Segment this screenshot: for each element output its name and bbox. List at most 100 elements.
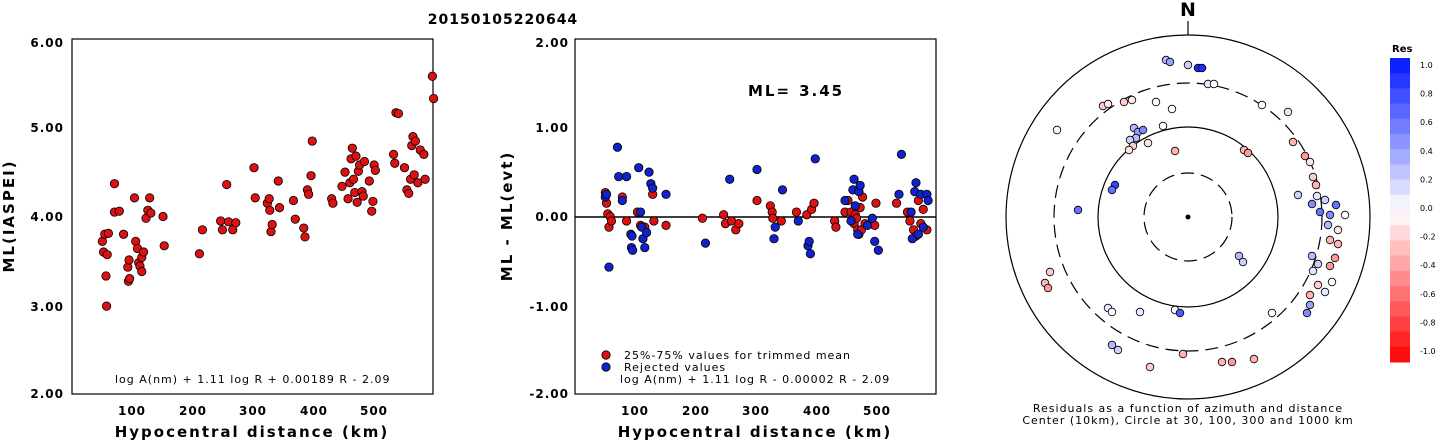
data-point-red	[358, 191, 368, 201]
data-point-red	[265, 205, 275, 215]
data-point-red	[290, 214, 300, 224]
station-marker	[1305, 157, 1315, 167]
station-marker	[1331, 200, 1341, 210]
data-point-blue	[769, 234, 779, 244]
station-marker	[1178, 349, 1188, 359]
colorbar-title: Res	[1392, 44, 1412, 55]
colorbar-swatch	[1390, 270, 1410, 287]
colorbar-tick-labels: 1.0 0.8 0.6 0.4 0.2 0.0 -0.2 -0.4 -0.6 -0.8 -1.0	[1420, 61, 1436, 356]
data-point-blue	[896, 149, 907, 159]
data-point-blue	[628, 245, 638, 255]
data-point-red	[306, 171, 316, 181]
data-point-red	[124, 255, 134, 265]
north-label: N	[1180, 0, 1196, 21]
station-marker	[1308, 266, 1318, 276]
y-tick-label: 1.00	[535, 121, 569, 135]
data-point-red	[307, 136, 317, 146]
station-marker	[1113, 345, 1123, 355]
y-axis-label-2: ML - ML(evt)	[498, 151, 516, 281]
x-tick-label: 500	[863, 404, 891, 418]
station-marker	[1320, 287, 1330, 297]
data-point-red	[343, 194, 353, 204]
legend-label-blue: Rejected values	[624, 361, 726, 374]
station-marker	[1308, 172, 1318, 182]
data-point-blue	[849, 174, 859, 184]
colorbar-swatches	[1390, 58, 1410, 363]
y-tick-label: 2.00	[30, 387, 64, 401]
data-point-blue	[923, 195, 933, 206]
data-point-red	[114, 206, 124, 216]
station-marker	[1293, 190, 1303, 200]
data-points-2	[600, 142, 933, 272]
data-point-blue	[810, 154, 820, 164]
data-point-red	[404, 188, 414, 199]
colorbar-swatch	[1390, 164, 1410, 181]
data-point-blue	[777, 185, 788, 195]
station-marker	[1183, 60, 1193, 70]
data-point-blue	[661, 189, 671, 199]
station-marker	[1073, 205, 1083, 215]
data-point-red	[831, 222, 841, 232]
station-marker	[1165, 57, 1175, 67]
data-point-red	[101, 301, 112, 311]
y-tick-label: 5.00	[30, 121, 64, 135]
colorbar-tick-label: -0.4	[1420, 261, 1436, 270]
data-point-blue	[804, 236, 814, 246]
colorbar-swatch	[1390, 58, 1410, 74]
y-tick-labels-2: -2.00 -1.00 0.00 1.00 2.00	[529, 36, 569, 401]
y-tick-label: 6.00	[30, 36, 64, 50]
data-point-red	[734, 219, 744, 229]
epicenter-dot	[1185, 214, 1191, 220]
data-point-red	[145, 193, 155, 203]
data-point-blue	[907, 234, 917, 244]
data-point-red	[304, 189, 314, 199]
legend: 25%-75% values for trimmed mean Rejected…	[601, 349, 850, 374]
station-marker	[1052, 125, 1062, 135]
colorbar-swatch	[1390, 286, 1410, 302]
colorbar-swatch	[1390, 149, 1410, 165]
station-marker	[1307, 251, 1317, 261]
data-point-red	[250, 193, 260, 203]
station-marker	[1315, 207, 1325, 217]
data-point-red	[125, 274, 135, 284]
colorbar-tick-label: 1.0	[1420, 61, 1433, 70]
station-marker	[1170, 146, 1180, 156]
data-point-red	[273, 176, 283, 186]
y-axis-label-1: ML(IASPEI)	[0, 159, 18, 272]
x-tick-label: 200	[682, 404, 710, 418]
polar-caption-2: Center (10km), Circle at 30, 100, 300 an…	[1022, 414, 1353, 427]
station-marker	[1340, 210, 1350, 220]
data-point-red	[194, 249, 205, 259]
data-point-red	[352, 197, 362, 207]
ml-label: ML= 3.45	[748, 82, 844, 100]
data-point-red	[288, 195, 299, 206]
data-point-red	[413, 178, 423, 188]
colorbar-tick-label: -0.2	[1420, 233, 1436, 242]
colorbar-tick-label: -0.8	[1420, 318, 1436, 327]
data-point-blue	[640, 242, 650, 253]
formula-1: log A(nm) + 1.11 log R + 0.00189 R - 2.0…	[115, 373, 390, 386]
data-point-red	[661, 220, 671, 230]
data-point-red	[231, 218, 241, 228]
station-marker	[1175, 308, 1185, 318]
station-marker	[1217, 357, 1227, 367]
colorbar-swatch	[1390, 210, 1410, 226]
data-point-red	[137, 266, 147, 277]
x-tick-label: 300	[239, 404, 267, 418]
colorbar-swatch	[1390, 194, 1410, 211]
x-tick-label: 200	[179, 404, 207, 418]
data-point-red	[249, 163, 259, 173]
y-tick-labels-1: 2.00 3.00 4.00 5.00 6.00	[30, 36, 64, 401]
data-point-red	[158, 211, 168, 222]
station-marker	[1327, 277, 1337, 287]
station-marker	[1043, 283, 1053, 293]
station-markers	[1040, 55, 1350, 372]
data-point-blue	[805, 249, 816, 259]
data-point-blue	[621, 171, 632, 182]
colorbar-tick-label: 0.4	[1420, 147, 1433, 156]
colorbar-swatch	[1390, 255, 1410, 272]
formula-2: log A(nm) + 1.11 log R - 0.00002 R - 2.0…	[620, 373, 890, 386]
data-point-red	[264, 194, 274, 204]
data-point-red	[216, 216, 226, 226]
